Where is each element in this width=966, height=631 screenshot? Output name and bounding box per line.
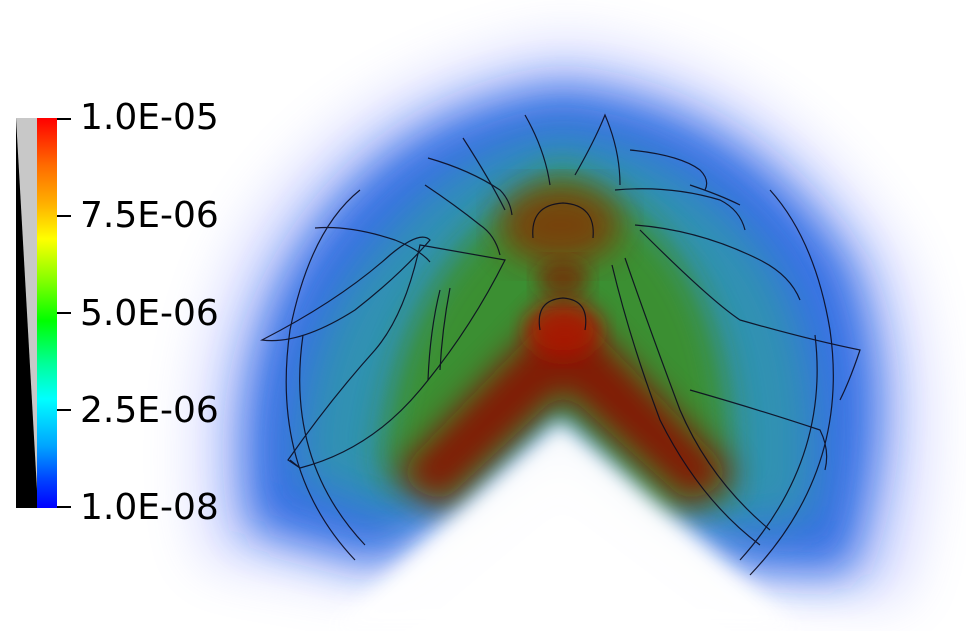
tick-min [57,506,71,508]
scalar-bar-label-min: 1.0E-08 [80,487,219,528]
scalar-bar-label-2-5: 2.5E-06 [80,390,219,431]
tick-7-5 [57,215,71,217]
scalar-bar-label-7-5: 7.5E-06 [80,195,219,236]
tick-max [57,118,71,120]
opacity-transfer-bar [16,118,38,508]
tick-5-0 [57,312,71,314]
center-hot-spot [537,260,589,300]
blade-outlines [260,113,861,576]
upper-hot-spot [500,185,620,265]
hot-core-chevron [395,310,735,505]
lower-notch [330,420,800,631]
tick-2-5 [57,409,71,411]
scalar-bar-label-5-0: 5.0E-06 [80,293,219,334]
scalar-bar-legend: 1.0E-05 7.5E-06 5.0E-06 2.5E-06 1.0E-08 [14,100,254,526]
color-map-bar [37,118,57,508]
middle-hot-spot [525,302,601,358]
scalar-bar-label-max: 1.0E-05 [80,97,219,138]
